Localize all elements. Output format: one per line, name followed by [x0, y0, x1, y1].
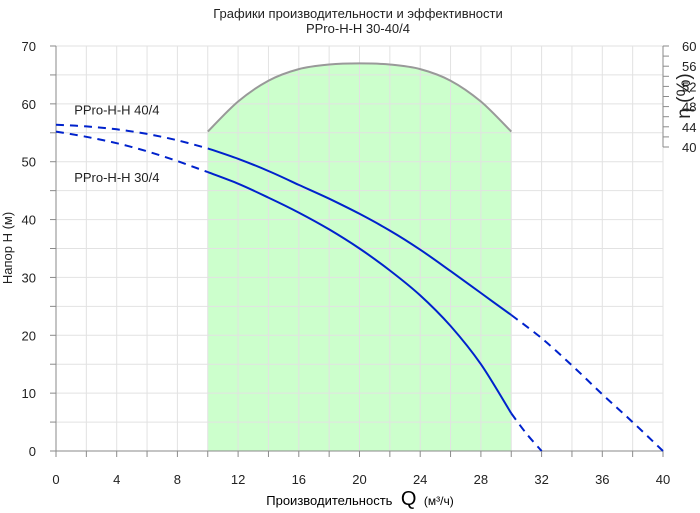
- efficiency-tick-label: 52: [682, 79, 696, 94]
- efficiency-tick-label: 56: [682, 59, 696, 74]
- chart-title: Графики производительности и эффективнос…: [213, 6, 502, 21]
- x-tick-label: 4: [113, 472, 120, 487]
- efficiency-tick-label: 48: [682, 100, 696, 115]
- y-axis-label: Напор Н (м): [0, 212, 15, 284]
- curve-40-4-working: [207, 147, 512, 316]
- x-axis-label: Производительность Q (м³/ч): [266, 488, 453, 510]
- x-axis-label-symbol: Q: [401, 488, 417, 510]
- x-tick-label: 8: [174, 472, 181, 487]
- x-tick-label: 12: [231, 472, 245, 487]
- efficiency-curve: [207, 62, 513, 133]
- curve-40-4-start-dashed: [55, 123, 209, 150]
- curve-annotations: PPro-H-H 40/4 PPro-H-H 30/4: [74, 102, 159, 185]
- y-tick-label: 40: [22, 213, 36, 228]
- pump-curves: [55, 123, 664, 452]
- efficiency-tick-label: 40: [682, 140, 696, 155]
- x-tick-label: 28: [474, 472, 488, 487]
- curve-30-4-end-dashed: [510, 412, 543, 452]
- y-tick-labels: 0 10 20 30 40 50 60 70: [22, 39, 36, 459]
- y-tick-label: 30: [22, 270, 36, 285]
- x-tick-label: 36: [595, 472, 609, 487]
- x-tick-labels: 0 4 8 12 16 20 24 28 32 36 40: [52, 472, 670, 487]
- efficiency-tick-label: 60: [682, 39, 696, 54]
- x-axis-label-text: Производительность: [266, 493, 392, 508]
- curve-30-4-start-dashed: [55, 130, 209, 174]
- x-tick-label: 0: [52, 472, 59, 487]
- y-tick-label: 0: [29, 444, 36, 459]
- x-tick-label: 16: [292, 472, 306, 487]
- curve-annotation-label: PPro-H-H 30/4: [74, 170, 159, 185]
- x-tick-label: 20: [352, 472, 366, 487]
- x-tick-label: 24: [413, 472, 427, 487]
- y-tick-label: 60: [22, 97, 36, 112]
- curve-30-4-working: [207, 171, 513, 414]
- x-axis-label-unit: (м³/ч): [424, 494, 454, 508]
- chart-subtitle: PPro-H-H 30-40/4: [306, 21, 410, 36]
- curve-40-4-end-dashed: [510, 314, 664, 452]
- efficiency-axis-label: η (%): [674, 73, 695, 118]
- y-tick-label: 50: [22, 155, 36, 170]
- axes: [50, 45, 669, 457]
- x-tick-label: 40: [656, 472, 670, 487]
- efficiency-tick-labels: 40 44 48 52 56 60: [682, 39, 696, 155]
- efficiency-tick-label: 44: [682, 120, 696, 135]
- y-tick-label: 20: [22, 328, 36, 343]
- y-tick-label: 10: [22, 386, 36, 401]
- efficiency-curve-group: [207, 62, 513, 133]
- x-tick-label: 32: [534, 472, 548, 487]
- curve-annotation-label: PPro-H-H 40/4: [74, 102, 159, 117]
- y-tick-label: 70: [22, 39, 36, 54]
